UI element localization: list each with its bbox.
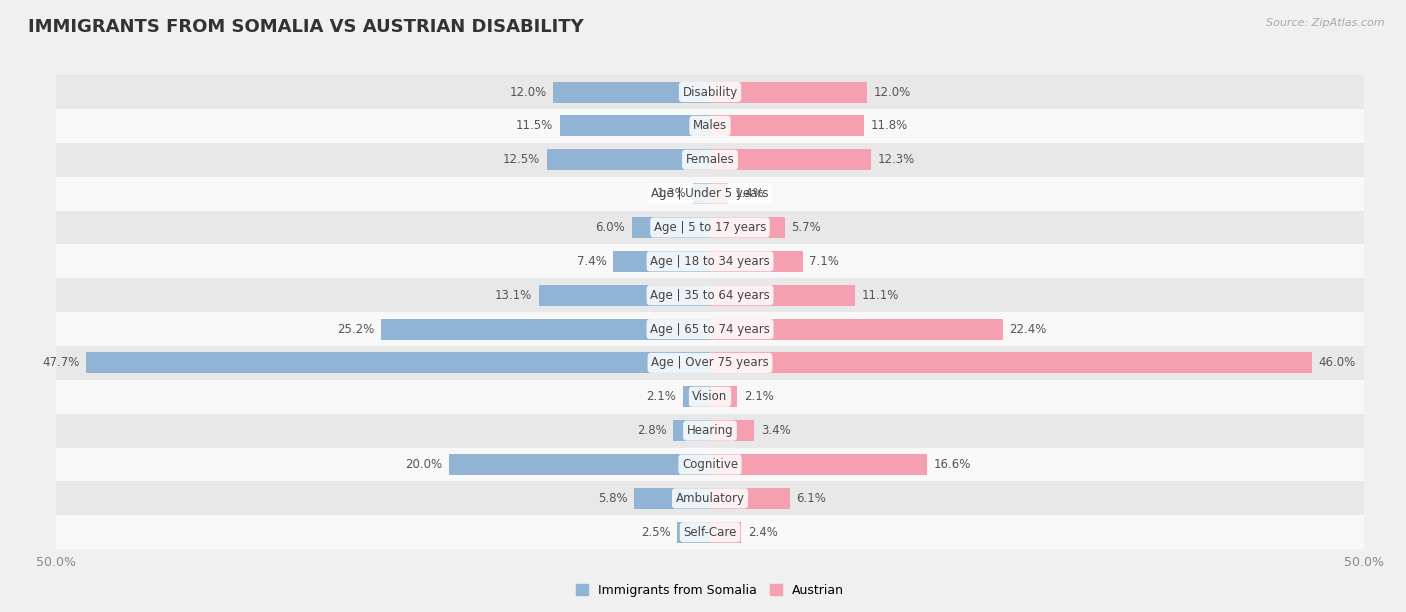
Bar [56, 380, 1364, 414]
Bar [634, 488, 710, 509]
Bar [710, 183, 728, 204]
Text: 6.1%: 6.1% [796, 492, 827, 505]
Text: Age | 35 to 64 years: Age | 35 to 64 years [650, 289, 770, 302]
Text: 12.0%: 12.0% [509, 86, 547, 99]
Bar [710, 521, 741, 543]
Text: 11.1%: 11.1% [862, 289, 898, 302]
Bar [538, 285, 710, 305]
Text: Cognitive: Cognitive [682, 458, 738, 471]
Text: 7.4%: 7.4% [576, 255, 607, 268]
Text: 2.1%: 2.1% [744, 390, 773, 403]
Text: 7.1%: 7.1% [810, 255, 839, 268]
Text: 11.8%: 11.8% [870, 119, 908, 132]
Bar [710, 81, 868, 103]
Bar [710, 353, 1312, 373]
Text: 6.0%: 6.0% [595, 221, 626, 234]
Bar [56, 515, 1364, 549]
Text: Self-Care: Self-Care [683, 526, 737, 539]
Text: 2.8%: 2.8% [637, 424, 666, 437]
Text: Disability: Disability [682, 86, 738, 99]
Text: IMMIGRANTS FROM SOMALIA VS AUSTRIAN DISABILITY: IMMIGRANTS FROM SOMALIA VS AUSTRIAN DISA… [28, 18, 583, 36]
Text: 1.4%: 1.4% [735, 187, 765, 200]
Text: 12.0%: 12.0% [873, 86, 911, 99]
Bar [710, 454, 927, 475]
Text: 2.1%: 2.1% [647, 390, 676, 403]
Bar [710, 488, 790, 509]
Bar [56, 278, 1364, 312]
Text: Age | 5 to 17 years: Age | 5 to 17 years [654, 221, 766, 234]
Bar [560, 116, 710, 136]
Bar [56, 244, 1364, 278]
Text: 20.0%: 20.0% [405, 458, 441, 471]
Text: Males: Males [693, 119, 727, 132]
Bar [710, 217, 785, 238]
Bar [56, 143, 1364, 177]
Bar [710, 319, 1002, 340]
Text: Hearing: Hearing [686, 424, 734, 437]
Text: 5.7%: 5.7% [792, 221, 821, 234]
Text: 22.4%: 22.4% [1010, 323, 1047, 335]
Legend: Immigrants from Somalia, Austrian: Immigrants from Somalia, Austrian [571, 579, 849, 602]
Bar [56, 414, 1364, 447]
Bar [56, 346, 1364, 380]
Text: Age | Over 75 years: Age | Over 75 years [651, 356, 769, 370]
Bar [547, 149, 710, 170]
Bar [56, 109, 1364, 143]
Bar [710, 420, 755, 441]
Text: 12.5%: 12.5% [503, 153, 540, 166]
Text: 2.4%: 2.4% [748, 526, 778, 539]
Bar [86, 353, 710, 373]
Text: Ambulatory: Ambulatory [675, 492, 745, 505]
Bar [56, 482, 1364, 515]
Text: 25.2%: 25.2% [336, 323, 374, 335]
Bar [56, 447, 1364, 482]
Text: 5.8%: 5.8% [598, 492, 627, 505]
Text: Source: ZipAtlas.com: Source: ZipAtlas.com [1267, 18, 1385, 28]
Bar [56, 177, 1364, 211]
Text: 12.3%: 12.3% [877, 153, 915, 166]
Bar [710, 251, 803, 272]
Bar [381, 319, 710, 340]
Text: 13.1%: 13.1% [495, 289, 533, 302]
Bar [710, 386, 738, 407]
Bar [710, 116, 865, 136]
Text: 11.5%: 11.5% [516, 119, 553, 132]
Bar [613, 251, 710, 272]
Text: 3.4%: 3.4% [761, 424, 790, 437]
Bar [631, 217, 710, 238]
Text: 1.3%: 1.3% [657, 187, 686, 200]
Bar [693, 183, 710, 204]
Bar [710, 149, 870, 170]
Text: Females: Females [686, 153, 734, 166]
Bar [682, 386, 710, 407]
Text: Age | Under 5 years: Age | Under 5 years [651, 187, 769, 200]
Text: 47.7%: 47.7% [42, 356, 80, 370]
Text: Age | 65 to 74 years: Age | 65 to 74 years [650, 323, 770, 335]
Bar [553, 81, 710, 103]
Text: 2.5%: 2.5% [641, 526, 671, 539]
Bar [710, 285, 855, 305]
Text: 46.0%: 46.0% [1317, 356, 1355, 370]
Bar [56, 211, 1364, 244]
Text: Vision: Vision [692, 390, 728, 403]
Text: Age | 18 to 34 years: Age | 18 to 34 years [650, 255, 770, 268]
Bar [56, 75, 1364, 109]
Bar [673, 420, 710, 441]
Bar [678, 521, 710, 543]
Bar [449, 454, 710, 475]
Bar [56, 312, 1364, 346]
Text: 16.6%: 16.6% [934, 458, 972, 471]
